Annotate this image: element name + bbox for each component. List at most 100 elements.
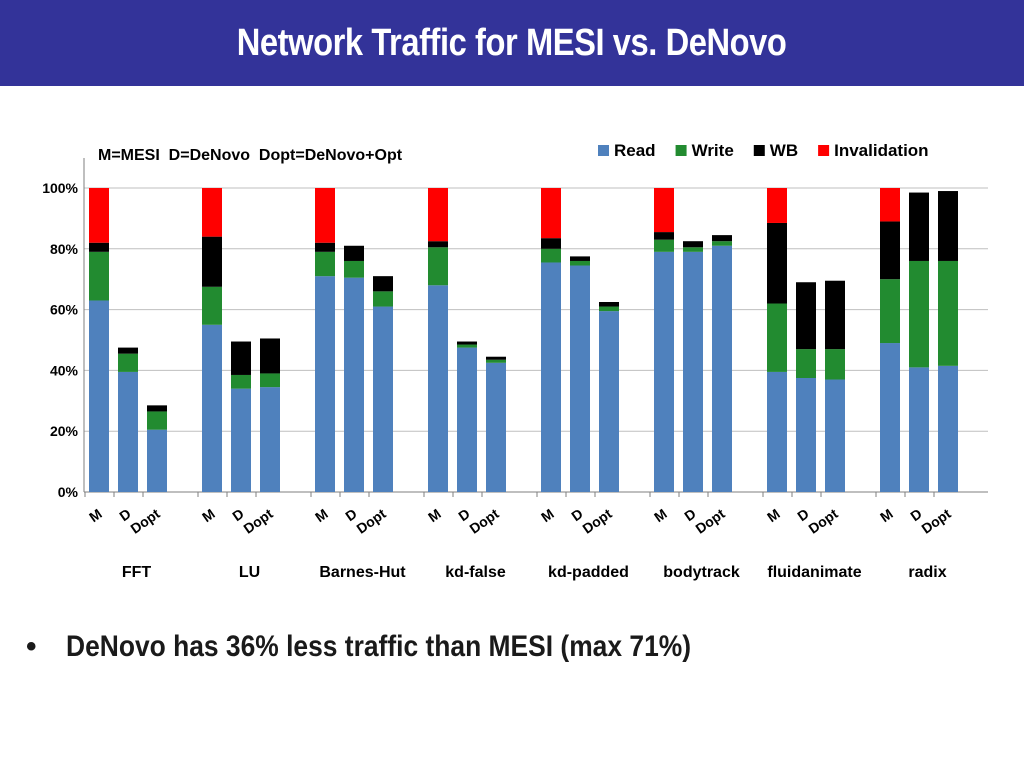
group-label: fluidanimate (767, 564, 861, 581)
bar-segment-wb (260, 338, 280, 374)
title-bar: Network Traffic for MESI vs. DeNovo (0, 0, 1024, 86)
bar-segment-write (938, 260, 958, 366)
bar-segment-invalidation (654, 188, 674, 233)
bar-segment-wb (147, 405, 167, 412)
bar-segment-write (344, 260, 364, 278)
bar-label: M (651, 505, 670, 525)
legend-swatch-invalidation (818, 145, 830, 156)
bar-segment-wb (486, 356, 506, 360)
chart-annotation: M=MESI D=DeNovo Dopt=DeNovo+Opt (98, 147, 403, 164)
group-label: LU (239, 564, 260, 581)
bar-segment-wb (880, 221, 900, 280)
bar-segment-write (231, 374, 251, 389)
bullet-marker: • (26, 630, 37, 663)
bar-segment-invalidation (428, 188, 448, 242)
bar-segment-read (796, 378, 816, 492)
bar-segment-read (373, 306, 393, 492)
bar-label: M (199, 505, 218, 525)
legend-swatch-write (675, 145, 687, 156)
bar-label: M (86, 505, 105, 525)
bar-segment-read (89, 300, 109, 492)
bar-label: Dopt (692, 505, 728, 537)
bar-segment-wb (231, 341, 251, 375)
bar-label: Dopt (805, 505, 841, 537)
group-label: bodytrack (663, 564, 740, 581)
group-label: radix (908, 564, 946, 581)
bar-label: Dopt (127, 505, 163, 537)
bar-label: M (312, 505, 331, 525)
bar-segment-write (202, 286, 222, 325)
group-label: Barnes-Hut (319, 564, 406, 581)
bar-segment-invalidation (880, 188, 900, 222)
bar-segment-read (938, 365, 958, 492)
bar-segment-read (541, 262, 561, 492)
legend-label-wb: WB (770, 141, 798, 160)
bar-segment-write (880, 279, 900, 344)
bar-segment-read (570, 265, 590, 492)
bar-segment-read (712, 245, 732, 492)
bar-label: M (877, 505, 896, 525)
bar-segment-write (796, 349, 816, 378)
bar-segment-wb (599, 302, 619, 307)
bar-segment-invalidation (541, 188, 561, 239)
y-tick-label: 0% (58, 484, 79, 500)
bar-segment-read (909, 367, 929, 492)
bar-segment-invalidation (202, 188, 222, 237)
bar-segment-read (880, 343, 900, 492)
group-label: FFT (122, 564, 152, 581)
bar-segment-invalidation (315, 188, 335, 243)
bar-segment-write (599, 306, 619, 312)
bar-segment-wb (428, 241, 448, 248)
bar-label: Dopt (918, 505, 954, 537)
bar-segment-write (260, 373, 280, 388)
legend-label-read: Read (614, 141, 656, 160)
bar-segment-write (541, 248, 561, 263)
bar-segment-wb (202, 236, 222, 287)
bar-segment-read (599, 311, 619, 492)
legend-swatch-wb (753, 145, 765, 156)
legend-swatch-read (598, 145, 609, 156)
y-tick-label: 60% (50, 302, 79, 318)
bar-segment-write (457, 344, 477, 348)
bar-segment-wb (938, 191, 958, 261)
bar-segment-write (147, 411, 167, 430)
y-tick-label: 40% (50, 362, 79, 378)
bar-segment-wb (541, 238, 561, 249)
bar-segment-write (825, 349, 845, 380)
bar-segment-write (373, 291, 393, 307)
bar-segment-write (767, 303, 787, 372)
bar-segment-write (89, 251, 109, 301)
bar-segment-wb (344, 245, 364, 261)
bar-segment-read (344, 277, 364, 492)
bar-segment-read (486, 362, 506, 492)
bar-segment-read (428, 285, 448, 492)
bar-segment-wb (825, 280, 845, 350)
bar-segment-invalidation (89, 188, 109, 243)
bar-segment-read (825, 379, 845, 492)
bar-segment-write (683, 247, 703, 252)
bar-label: Dopt (240, 505, 276, 537)
bar-segment-write (654, 239, 674, 252)
bar-segment-write (570, 260, 590, 266)
bar-segment-wb (654, 232, 674, 240)
bar-label: M (538, 505, 557, 525)
bar-segment-wb (796, 282, 816, 350)
bar-segment-wb (373, 276, 393, 292)
bar-segment-write (712, 241, 732, 246)
bar-segment-wb (89, 242, 109, 252)
group-label: kd-false (445, 564, 506, 581)
bar-segment-read (260, 387, 280, 492)
legend-label-invalidation: Invalidation (834, 141, 928, 160)
bar-segment-read (654, 251, 674, 492)
bar-segment-read (315, 276, 335, 492)
bar-label: Dopt (466, 505, 502, 537)
bar-segment-read (147, 429, 167, 492)
legend-label-write: Write (692, 141, 734, 160)
bar-segment-write (118, 353, 138, 372)
y-tick-label: 80% (50, 241, 79, 257)
bar-segment-wb (570, 256, 590, 261)
bullet-point: • DeNovo has 36% less traffic than MESI … (26, 630, 1006, 664)
bar-segment-read (767, 371, 787, 492)
bar-segment-write (909, 260, 929, 368)
